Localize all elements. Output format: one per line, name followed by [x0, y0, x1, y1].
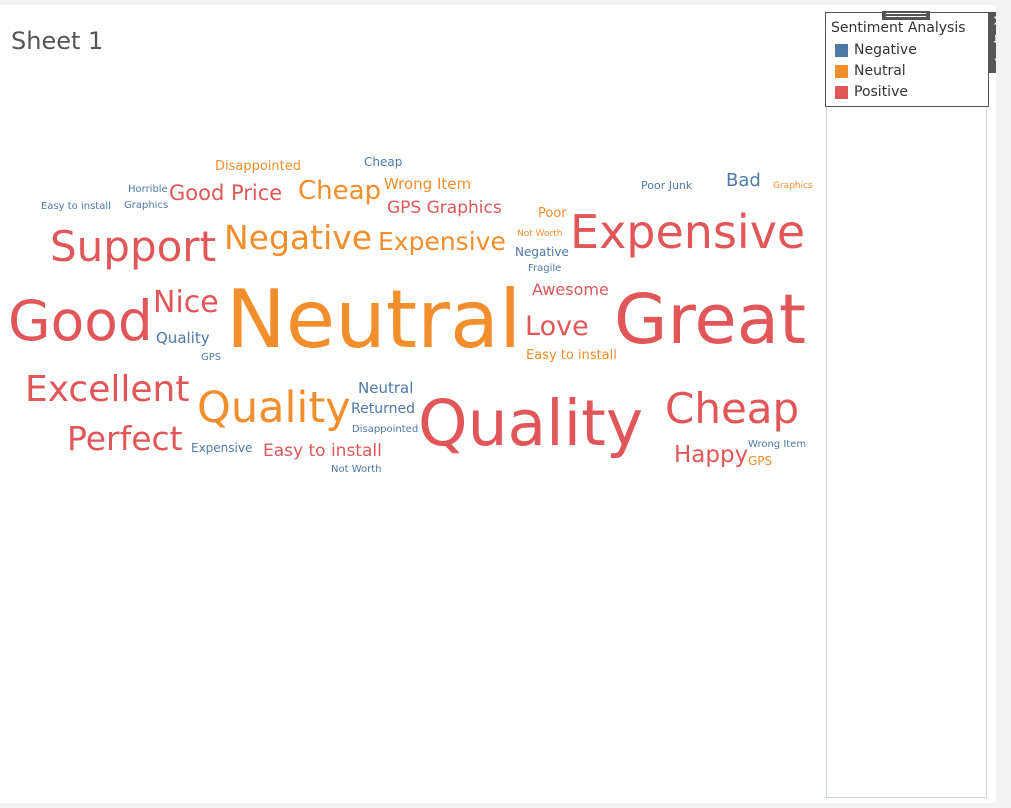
word-wrong-item[interactable]: Wrong Item [384, 175, 472, 193]
legend-item-negative[interactable]: Negative [835, 42, 917, 58]
legend-title: Sentiment Analysis [831, 20, 966, 36]
word-nice[interactable]: Nice [153, 285, 219, 320]
legend-swatch-negative [835, 43, 848, 57]
word-gps-graphics[interactable]: GPS Graphics [387, 198, 502, 218]
word-great[interactable]: Great [614, 280, 807, 360]
legend-label: Negative [854, 42, 917, 58]
word-neutral[interactable]: Neutral [226, 273, 522, 366]
legend-item-positive[interactable]: Positive [835, 84, 908, 100]
word-negative[interactable]: Negative [515, 245, 569, 259]
word-disappointed[interactable]: Disappointed [352, 424, 419, 435]
word-not-worth[interactable]: Not Worth [331, 464, 382, 475]
word-expensive[interactable]: Expensive [191, 441, 253, 455]
word-negative[interactable]: Negative [224, 218, 373, 257]
word-support[interactable]: Support [50, 222, 217, 271]
word-excellent[interactable]: Excellent [25, 369, 190, 410]
word-poor-junk[interactable]: Poor Junk [641, 179, 693, 192]
word-cheap[interactable]: Cheap [665, 384, 800, 433]
legend-label: Positive [854, 84, 908, 100]
word-graphics[interactable]: Graphics [124, 200, 169, 211]
word-quality[interactable]: Quality [197, 383, 351, 433]
word-disappointed[interactable]: Disappointed [215, 159, 302, 174]
word-love[interactable]: Love [525, 311, 589, 342]
word-gps[interactable]: GPS [201, 352, 222, 363]
word-quality[interactable]: Quality [156, 329, 210, 347]
word-easy-to-install[interactable]: Easy to install [41, 201, 111, 212]
word-awesome[interactable]: Awesome [532, 280, 609, 299]
legend-drag-handle[interactable] [882, 11, 930, 20]
word-cheap[interactable]: Cheap [298, 176, 382, 206]
word-poor[interactable]: Poor [538, 206, 567, 221]
word-bad[interactable]: Bad [726, 170, 761, 191]
word-good-price[interactable]: Good Price [169, 181, 283, 205]
word-expensive[interactable]: Expensive [378, 227, 506, 256]
word-returned[interactable]: Returned [351, 401, 415, 417]
legend-panel [826, 12, 987, 798]
legend-swatch-positive [835, 85, 848, 99]
word-horrible[interactable]: Horrible [128, 184, 168, 195]
word-neutral[interactable]: Neutral [358, 379, 414, 397]
word-easy-to-install[interactable]: Easy to install [526, 348, 617, 363]
word-graphics[interactable]: Graphics [773, 181, 813, 191]
sheet-title: Sheet 1 [11, 27, 104, 55]
word-fragile[interactable]: Fragile [528, 263, 562, 274]
legend-item-neutral[interactable]: Neutral [835, 63, 906, 79]
scrollbar[interactable] [996, 5, 1011, 803]
legend-label: Neutral [854, 63, 906, 79]
word-good[interactable]: Good [8, 289, 153, 353]
word-happy[interactable]: Happy [674, 442, 749, 468]
word-expensive[interactable]: Expensive [570, 205, 806, 259]
word-cheap[interactable]: Cheap [364, 155, 403, 169]
word-wrong-item[interactable]: Wrong Item [748, 439, 807, 450]
word-cloud: Disappointed Cheap Horrible Good Price Cheap… [0, 5, 825, 505]
word-not-worth[interactable]: Not Worth [517, 229, 563, 239]
word-quality[interactable]: Quality [418, 387, 644, 460]
sentiment-legend[interactable]: Sentiment Analysis Negative Neutral Posi… [825, 11, 989, 107]
word-perfect[interactable]: Perfect [67, 419, 183, 458]
word-easy-to-install[interactable]: Easy to install [263, 441, 382, 461]
legend-swatch-neutral [835, 64, 848, 78]
word-gps[interactable]: GPS [748, 454, 773, 468]
